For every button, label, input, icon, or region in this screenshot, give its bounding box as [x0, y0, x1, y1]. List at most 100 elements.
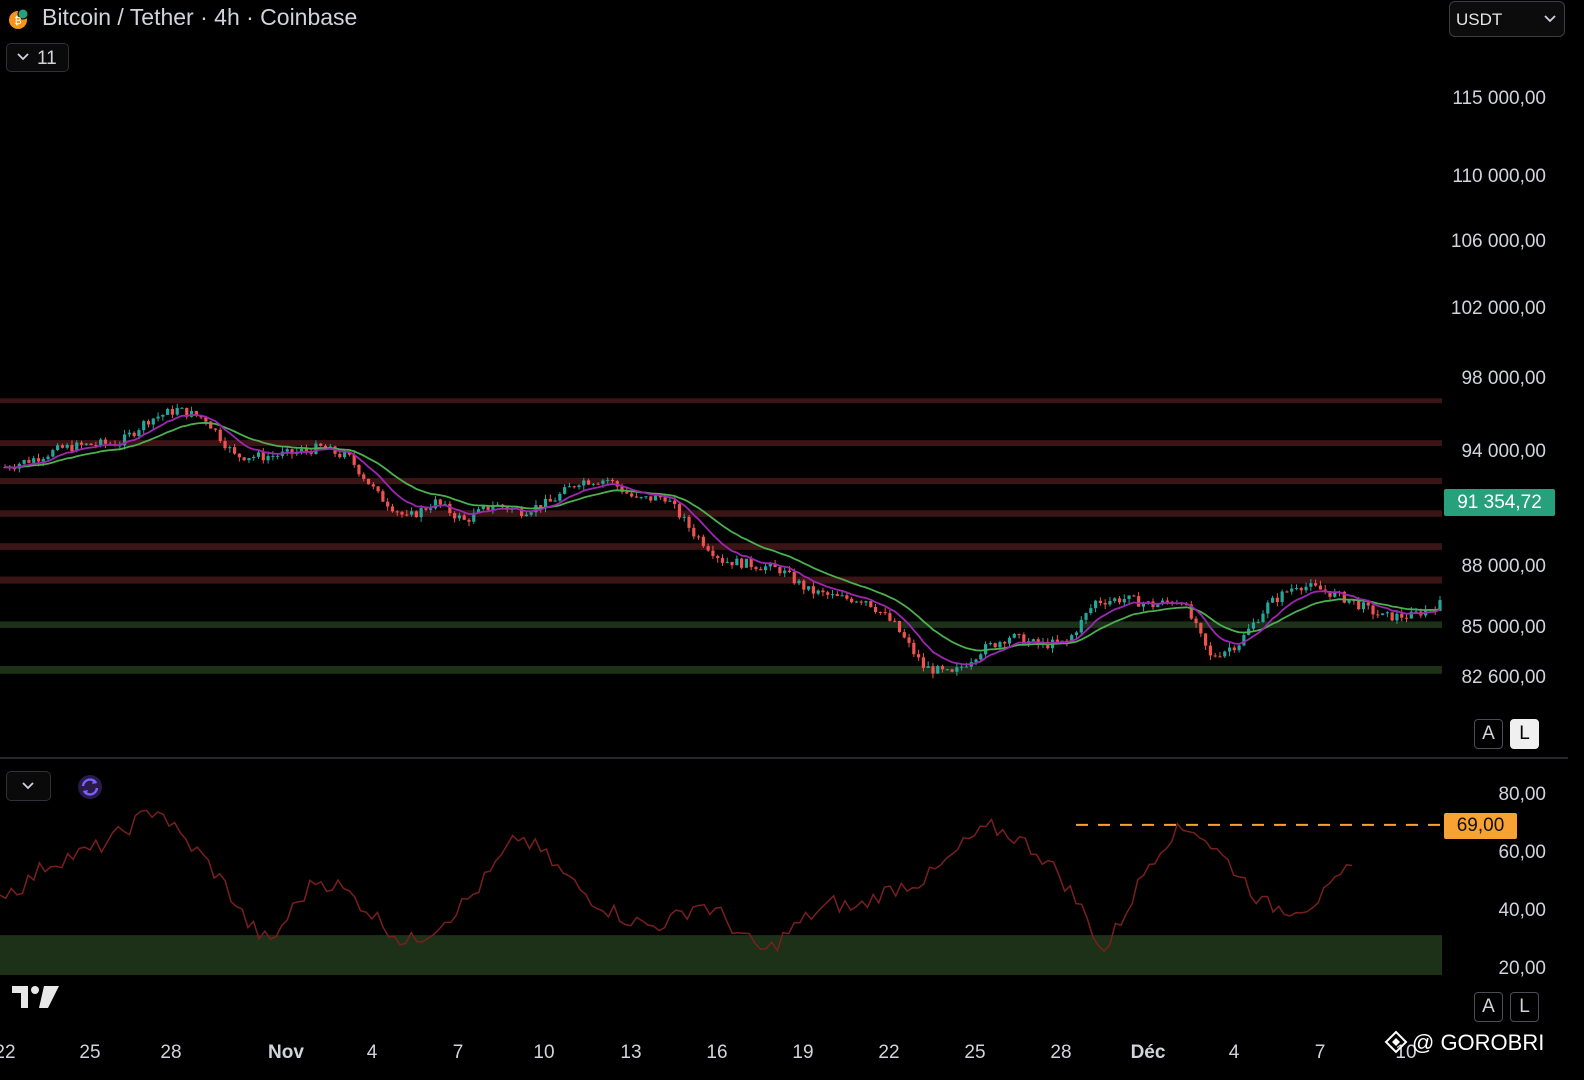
bull-candle [1414, 611, 1418, 613]
bear-candle [1404, 617, 1409, 619]
bear-candle [821, 590, 825, 593]
bull-candle [161, 414, 165, 417]
sync-icon[interactable] [76, 773, 104, 801]
bull-candle [409, 511, 414, 515]
time-label: 22 [0, 1042, 16, 1063]
bear-candle [366, 478, 371, 485]
bull-candle [271, 455, 275, 457]
resistance-zone [0, 576, 1442, 584]
bear-candle [1003, 642, 1007, 644]
bull-candle [481, 506, 485, 510]
time-label: 4 [1228, 1042, 1240, 1063]
bear-candle [687, 516, 691, 528]
bear-candle [36, 458, 41, 462]
bull-candle [783, 570, 787, 574]
auto-scale-button[interactable]: A [1474, 719, 1503, 749]
bear-candle [677, 504, 682, 518]
bear-candle [850, 598, 854, 603]
time-label: 16 [706, 1042, 728, 1063]
bull-candle [1270, 597, 1275, 603]
bull-candle [1304, 586, 1308, 591]
resistance-zone [0, 477, 1442, 485]
bull-candle [735, 558, 739, 566]
bull-candle [65, 444, 69, 448]
bull-candle [964, 666, 969, 668]
bull-candle [644, 496, 648, 498]
currency-selector[interactable]: USDT [1449, 1, 1565, 37]
time-label: 22 [878, 1042, 900, 1063]
bear-candle [610, 479, 615, 482]
rsi-auto-scale-button[interactable]: A [1474, 992, 1503, 1022]
bull-candle [529, 512, 533, 515]
bull-candle [830, 594, 835, 596]
indicators-toggle-button[interactable]: 11 [6, 43, 69, 72]
bull-candle [591, 483, 595, 485]
bull-candle [936, 666, 940, 674]
bull-candle [653, 495, 658, 501]
bear-candle [701, 536, 705, 547]
bull-candle [763, 566, 768, 571]
bull-candle [56, 445, 60, 451]
bear-candle [1194, 618, 1198, 624]
bull-candle [433, 499, 438, 509]
bear-candle [405, 514, 409, 516]
bull-candle [979, 654, 983, 660]
bull-candle [816, 590, 820, 594]
bear-candle [467, 519, 471, 522]
bear-candle [1352, 600, 1356, 602]
bear-candle [897, 621, 902, 633]
bear-candle [1328, 591, 1332, 597]
bull-candle [567, 486, 572, 488]
svg-text:₿: ₿ [14, 15, 21, 27]
bear-candle [811, 586, 815, 594]
bear-candle [1218, 656, 1222, 658]
bear-candle [730, 561, 734, 566]
bear-candle [696, 536, 701, 538]
bull-candle [1438, 600, 1442, 611]
bull-candle [1108, 600, 1112, 605]
bear-candle [1299, 588, 1303, 591]
bull-candle [744, 558, 749, 568]
bull-candle [1141, 603, 1146, 607]
bull-candle [1261, 613, 1265, 623]
pane-divider[interactable] [0, 757, 1568, 759]
bear-candle [692, 527, 696, 537]
bull-candle [1227, 647, 1232, 652]
bull-candle [582, 480, 586, 486]
bull-candle [1237, 645, 1241, 651]
bull-candle [807, 586, 811, 590]
bear-candle [620, 486, 624, 493]
bull-candle [960, 666, 964, 668]
resistance-zone [0, 510, 1442, 517]
collapse-pane-button[interactable] [6, 771, 51, 801]
ema-fast-line [4, 413, 1441, 666]
price-tick: 88 000,00 [1461, 556, 1546, 577]
bear-candle [233, 447, 237, 454]
bear-candle [290, 449, 294, 455]
bear-candle [242, 457, 246, 461]
bear-candle [539, 505, 543, 509]
bitcoin-tether-icon: ₿ [9, 8, 29, 29]
bull-candle [285, 449, 289, 452]
bull-candle [22, 460, 26, 464]
bear-candle [673, 500, 677, 505]
bear-candle [218, 429, 222, 441]
bull-candle [606, 479, 610, 481]
bear-candle [1184, 604, 1189, 606]
rsi-log-scale-button[interactable]: L [1510, 992, 1539, 1022]
bull-candle [32, 458, 36, 463]
rsi-level-badge: 69,00 [1444, 813, 1517, 839]
bear-candle [1103, 602, 1107, 605]
symbol-title[interactable]: Bitcoin / Tether · 4h · Coinbase [42, 4, 358, 30]
bull-candle [543, 498, 548, 509]
time-label: 4 [366, 1042, 378, 1063]
last-price-badge: 91 354,72 [1444, 489, 1555, 516]
bull-candle [256, 452, 261, 457]
price-chart[interactable] [0, 0, 1568, 1069]
price-tick: 85 000,00 [1461, 617, 1546, 638]
bull-candle [797, 580, 801, 584]
bear-candle [424, 508, 428, 510]
log-scale-button[interactable]: L [1510, 719, 1539, 749]
watermark-text: @ GOROBRI [1412, 1030, 1545, 1055]
bull-candle [180, 407, 184, 409]
